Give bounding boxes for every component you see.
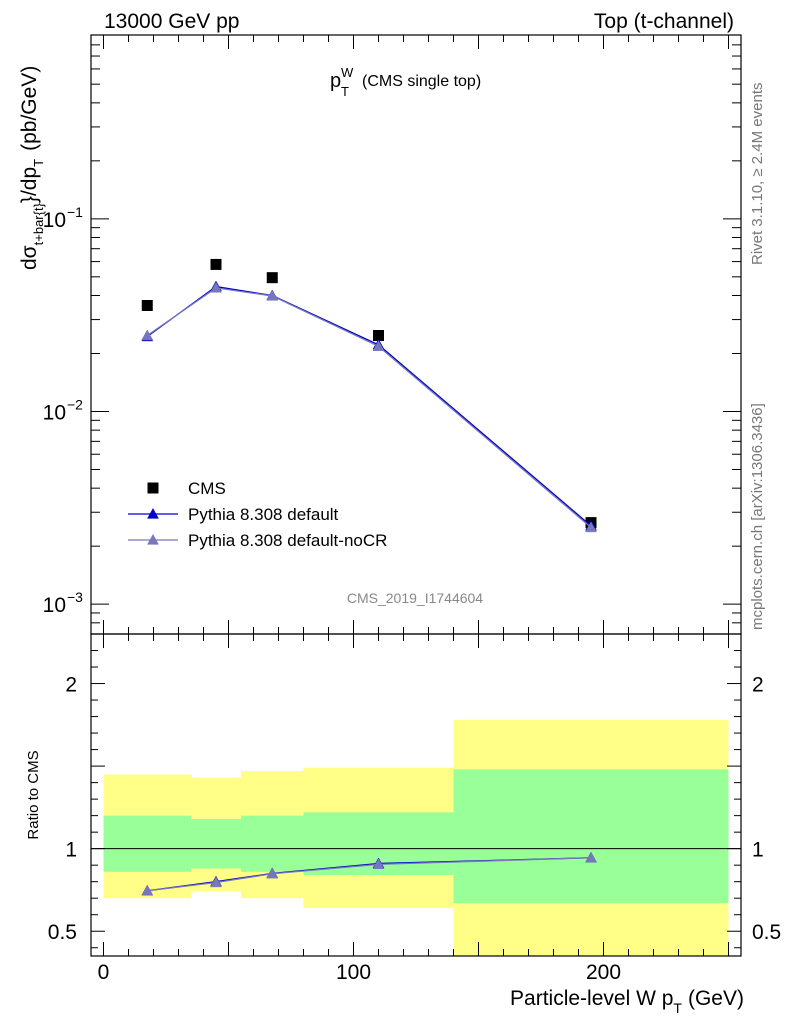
rivet-version-note: Rivet 3.1.10, ≥ 2.4M events — [749, 83, 766, 266]
ratio-nocr-point — [372, 858, 385, 870]
legend-default-marker — [147, 507, 159, 519]
y-tick-label: 10 — [43, 594, 66, 617]
ylabel-sub: t+bar{t} — [31, 202, 46, 245]
cms-data-point — [266, 272, 278, 284]
band-inner — [103, 815, 191, 872]
ratio-ytick-label-right: 2 — [752, 674, 764, 697]
ratio-uncertainty-bands — [103, 719, 729, 956]
ratio-xtick-label: 0 — [98, 961, 110, 984]
ratio-nocr-point — [266, 867, 279, 879]
ratio-panel-ticks — [91, 633, 741, 956]
plot-title-main: p — [330, 70, 341, 92]
legend-nocr-marker — [147, 533, 159, 545]
plot-title-note: (CMS single top) — [362, 73, 481, 90]
pythia-nocr-point — [585, 521, 597, 533]
ylabel-unit: (pb/GeV) — [18, 66, 41, 151]
plot-title-sup: W — [341, 65, 354, 80]
pythia-nocr-point — [372, 340, 385, 351]
main-panel-ticks — [91, 34, 741, 635]
y-tick-label-exponent: −2 — [67, 396, 83, 412]
svg-text:Particle-level W pT(GeV): Particle-level W pT (GeV) — [510, 987, 744, 1016]
plot-title-sub: T — [341, 84, 349, 99]
ratio-ylabel: Ratio to CMS — [25, 750, 42, 839]
y-tick-label-exponent: −3 — [67, 589, 83, 605]
ratio-series — [141, 851, 597, 896]
legend-label: Pythia 8.308 default-noCR — [188, 531, 387, 550]
ylabel-mid: }/dp — [18, 167, 41, 203]
main-ytick-labels: 10−110−210−3 — [43, 204, 84, 617]
ratio-nocr-point — [141, 884, 154, 896]
y-tick-label: 10 — [43, 401, 66, 424]
ratio-xlabel: Particle-level W pT (GeV) — [510, 987, 744, 1016]
ratio-panel-frame — [90, 633, 742, 957]
ratio-xtick-labels: 0 100 200 — [98, 961, 621, 984]
ratio-xtick-label: 100 — [336, 961, 371, 984]
ratio-ytick-label-right: 1 — [752, 839, 764, 862]
y-tick-label-exponent: −1 — [67, 204, 83, 220]
cms-data-point — [373, 330, 384, 342]
ratio-ytick-label-right: 0.5 — [752, 921, 781, 944]
ylabel-sub2: T — [31, 159, 46, 167]
ratio-ytick-label-left: 2 — [65, 674, 77, 697]
analysis-id: CMS_2019_I1744604 — [347, 590, 483, 606]
ratio-nocr-point — [210, 876, 222, 888]
cms-data-point — [210, 258, 222, 270]
ratio-ytick-labels: 0.5 0.5 1 1 2 2 — [48, 674, 781, 945]
y-tick-label: 10 — [43, 209, 66, 232]
ratio-nocr-point — [585, 851, 597, 863]
pythia-nocr-point — [266, 289, 279, 301]
legend: CMS Pythia 8.308 default Pythia 8.308 defa… — [128, 479, 387, 550]
mcplots-note: mcplots.cern.ch [arXiv:1306.3436] — [749, 403, 766, 630]
svg-text:dσt+bar{t}}/dpT(pb/GeV): dσt+bar{t}}/dpT (pb/GeV) — [18, 66, 46, 270]
ratio-xtick-label: 200 — [586, 961, 621, 984]
pythia-nocr-point — [210, 281, 222, 293]
band-inner — [191, 818, 241, 869]
ratio-ytick-label-left: 0.5 — [48, 921, 77, 944]
process-label: Top (t-channel) — [594, 10, 734, 33]
band-inner — [241, 815, 304, 872]
energy-label: 13000 GeV pp — [104, 10, 239, 33]
band-inner — [453, 769, 729, 904]
legend-cms-marker — [147, 482, 159, 494]
xlabel-post: (GeV) — [688, 987, 744, 1010]
main-ylabel: dσt+bar{t}}/dpT (pb/GeV) — [18, 66, 46, 270]
legend-label: Pythia 8.308 default — [188, 505, 339, 524]
xlabel-sub: T — [673, 1000, 682, 1016]
legend-label: CMS — [188, 479, 226, 498]
main-series — [141, 258, 597, 533]
plot-title: p W T (CMS single top) — [330, 65, 481, 99]
ratio-ytick-label-left: 1 — [65, 839, 77, 862]
pythia-nocr-point — [141, 329, 154, 341]
ylabel-pre: dσ — [18, 245, 41, 270]
xlabel-pre: Particle-level W p — [510, 987, 673, 1010]
cms-data-point — [141, 299, 153, 311]
